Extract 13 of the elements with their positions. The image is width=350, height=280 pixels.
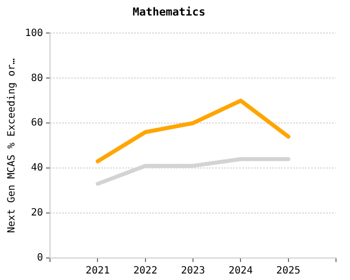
y-tick-label: 0 bbox=[37, 252, 44, 264]
y-axis-title: Next Gen MCAS % Exceeding or… bbox=[6, 58, 18, 233]
y-tick-label: 40 bbox=[31, 162, 44, 174]
x-tick-label: 2024 bbox=[228, 266, 253, 277]
y-tick-label: 60 bbox=[31, 118, 44, 129]
x-tick-label: 2025 bbox=[276, 266, 300, 277]
chart-title: Mathematics bbox=[132, 5, 206, 18]
y-tick-label: 100 bbox=[25, 28, 44, 39]
x-tick-label: 2023 bbox=[180, 266, 206, 277]
y-tick-label: 20 bbox=[31, 208, 44, 219]
x-tick-label: 2021 bbox=[86, 266, 110, 277]
x-tick-label: 2022 bbox=[133, 266, 158, 277]
y-tick-label: 80 bbox=[31, 72, 44, 84]
